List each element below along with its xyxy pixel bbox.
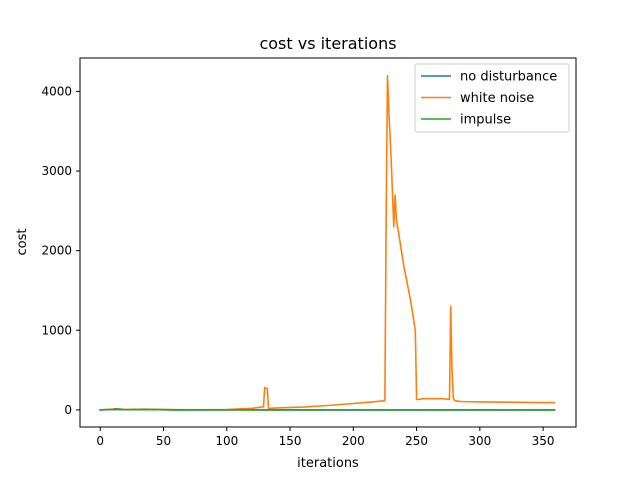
- x-tick-label: 150: [279, 434, 302, 448]
- x-tick-label: 200: [342, 434, 365, 448]
- y-tick-label: 3000: [41, 164, 72, 178]
- y-tick-label: 4000: [41, 84, 72, 98]
- x-tick-label: 250: [405, 434, 428, 448]
- series-line-impulse: [99, 408, 556, 411]
- legend-label: white noise: [460, 91, 534, 106]
- y-tick-label: 1000: [41, 323, 72, 337]
- x-tick-label: 50: [156, 434, 171, 448]
- legend-frame: [414, 63, 570, 133]
- legend: no disturbance white noise impulse: [414, 63, 570, 133]
- legend-label: no disturbance: [460, 70, 557, 85]
- y-tick-label: 0: [64, 403, 72, 417]
- y-tick-label: 2000: [41, 244, 72, 258]
- x-tick-label: 300: [468, 434, 491, 448]
- legend-label: impulse: [460, 113, 511, 128]
- y-axis-label: cost: [15, 229, 30, 256]
- x-axis: 0 50 100 150 200 250 300 350: [96, 427, 555, 448]
- x-tick-label: 350: [532, 434, 555, 448]
- series-line-white-noise: [99, 74, 556, 411]
- x-axis-label: iterations: [297, 456, 359, 471]
- y-axis: 0 1000 2000 3000 4000: [41, 84, 80, 417]
- series-layer: [99, 74, 556, 411]
- x-tick-label: 100: [215, 434, 238, 448]
- chart-title: cost vs iterations: [259, 34, 396, 53]
- axes-frame: [79, 57, 577, 428]
- x-tick-label: 0: [96, 434, 104, 448]
